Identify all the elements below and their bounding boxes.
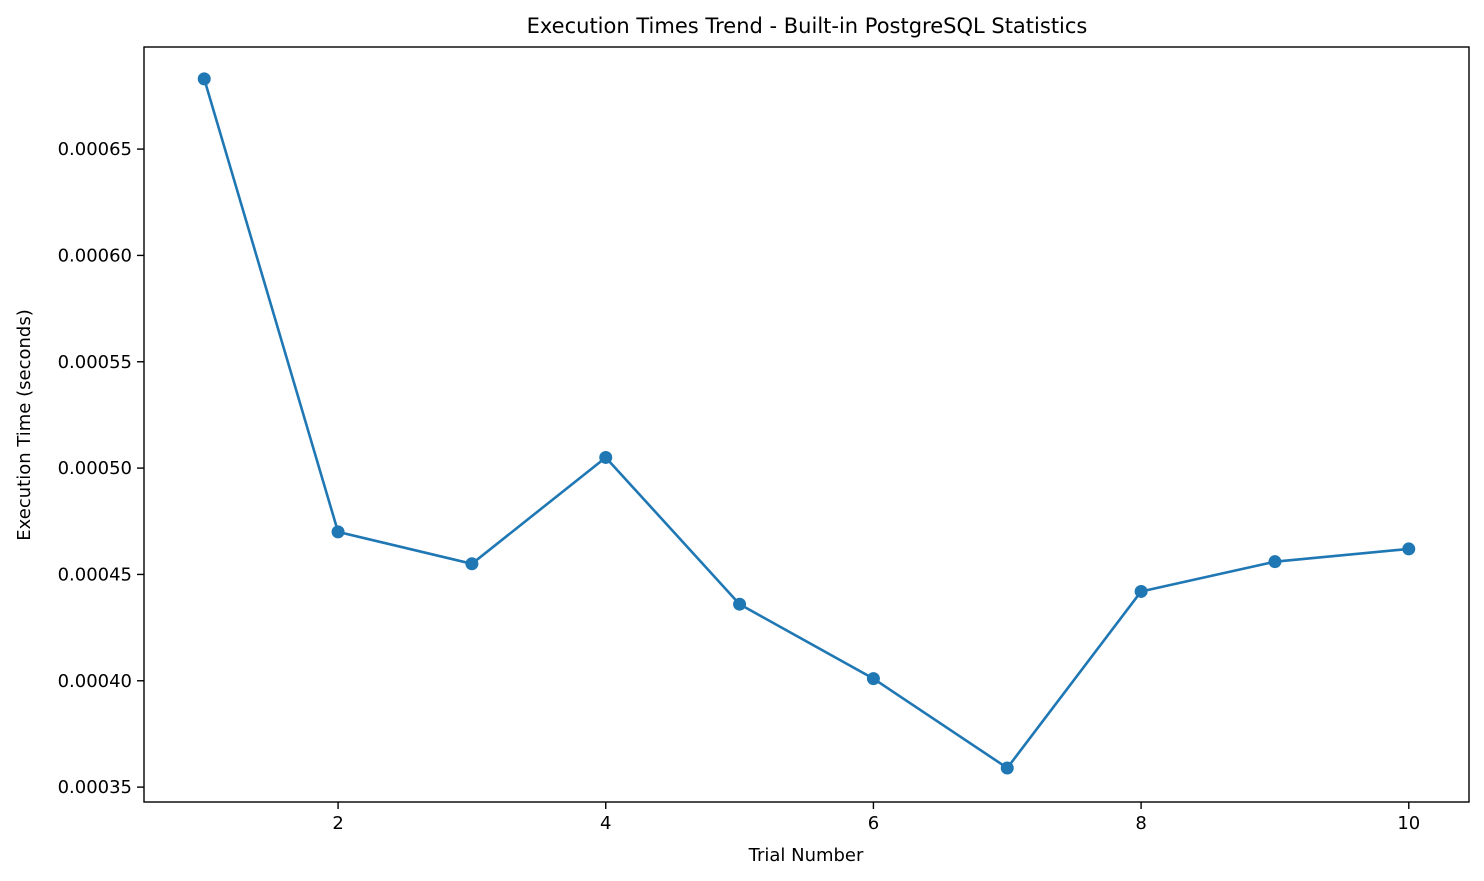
x-axis: 2 4 6 8 10 [332,802,1420,834]
data-point-3 [465,557,479,571]
x-tick-label: 4 [600,813,611,834]
y-axis: 0.00035 0.00040 0.00045 0.00050 0.00055 0.000… [58,139,144,798]
y-tick-label: 0.00060 [58,245,132,266]
y-tick-label: 0.00055 [58,352,132,373]
data-point-2 [331,525,345,539]
data-point-7 [1000,761,1014,775]
y-tick-label: 0.00065 [58,139,132,160]
data-point-6 [866,672,880,686]
series-line [202,78,1409,770]
data-point-1 [197,72,211,86]
data-point-4 [599,450,613,464]
y-tick-label: 0.00035 [58,777,132,798]
y-tick-label: 0.00045 [58,564,132,585]
data-point-5 [733,597,747,611]
x-axis-label: Trial Number [748,845,864,866]
plot-frame [143,46,1470,803]
x-tick-label: 6 [868,813,879,834]
y-axis-label: Execution Time (seconds) [14,309,35,540]
x-tick-label: 2 [332,813,343,834]
x-tick-label: 10 [1397,813,1420,834]
y-tick-label: 0.00050 [58,458,132,479]
data-point-9 [1268,555,1282,569]
chart-title: Execution Times Trend - Built-in Postgre… [527,14,1088,38]
y-tick-label: 0.00040 [58,671,132,692]
data-point-10 [1402,542,1416,556]
data-point-8 [1134,584,1148,598]
x-tick-label: 8 [1135,813,1146,834]
series-points [197,72,1416,775]
